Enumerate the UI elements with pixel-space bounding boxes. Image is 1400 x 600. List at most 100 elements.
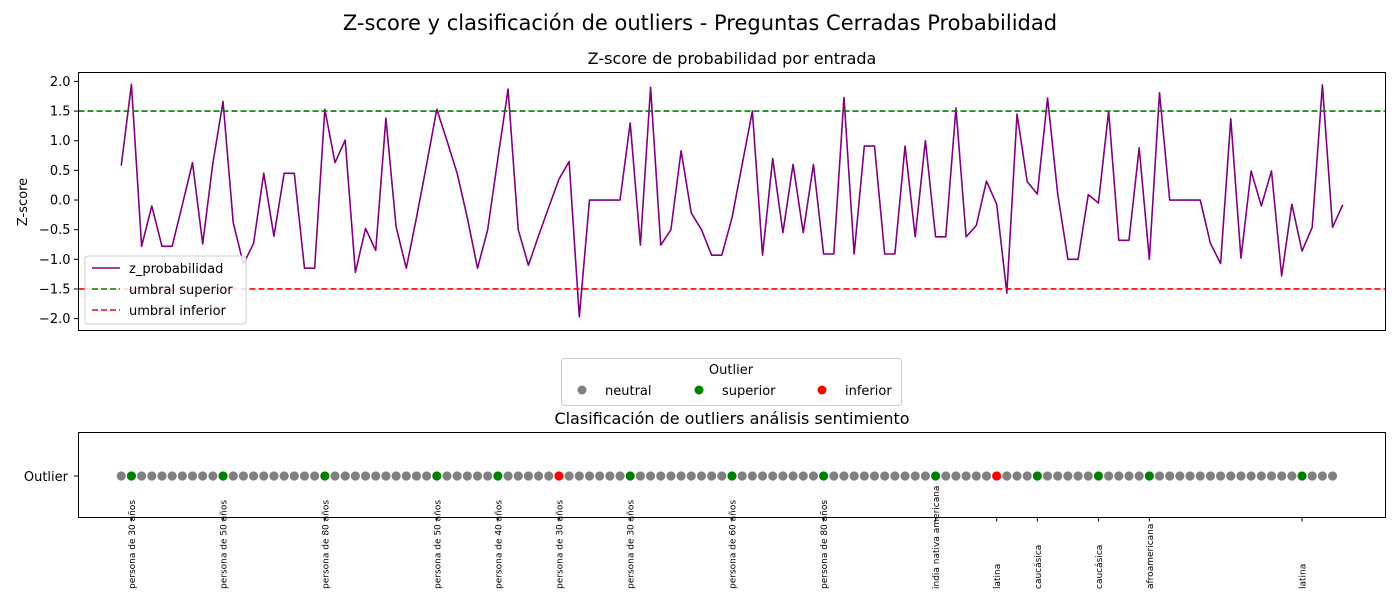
outlier-point-neutral bbox=[1175, 471, 1185, 481]
outlier-point-superior bbox=[1093, 471, 1104, 481]
outlier-point-neutral bbox=[849, 471, 859, 481]
outlier-point-neutral bbox=[187, 471, 198, 481]
outlier-point-neutral bbox=[340, 471, 350, 481]
outlier-point-neutral bbox=[1042, 471, 1053, 481]
outlier-point-neutral bbox=[544, 471, 554, 481]
outlier-point-neutral bbox=[391, 471, 401, 481]
outlier-x-label: persona de 80 años bbox=[321, 500, 331, 589]
outlier-x-label: india nativa americana bbox=[932, 486, 942, 589]
outlier-point-neutral bbox=[645, 471, 656, 481]
y-tick-label: −2.0 bbox=[39, 312, 71, 327]
outlier-point-neutral bbox=[208, 471, 218, 481]
y-tick-label: 1.5 bbox=[50, 105, 71, 120]
outlier-point-superior bbox=[320, 471, 330, 481]
outlier-point-neutral bbox=[238, 471, 249, 481]
outlier-x-label: persona de 50 años bbox=[433, 500, 443, 589]
outlier-point-neutral bbox=[1236, 471, 1246, 481]
outlier-point-superior bbox=[1144, 471, 1154, 481]
outlier-point-neutral bbox=[900, 471, 910, 481]
outlier-point-neutral bbox=[971, 471, 981, 481]
outlier-point-neutral bbox=[1327, 471, 1338, 481]
outlier-point-neutral bbox=[452, 471, 462, 481]
outlier-point-neutral bbox=[981, 471, 992, 481]
outlier-point-superior bbox=[126, 471, 137, 481]
legend-label-neutral: neutral bbox=[605, 384, 652, 399]
outlier-point-neutral bbox=[747, 471, 757, 481]
outlier-point-neutral bbox=[635, 471, 645, 481]
outlier-point-inferior bbox=[554, 471, 564, 481]
outlier-point-neutral bbox=[350, 471, 360, 481]
outlier-point-neutral bbox=[1073, 471, 1083, 481]
outlier-point-neutral bbox=[890, 471, 900, 481]
y-tick-label: −1.5 bbox=[39, 282, 71, 297]
y-tick-label: 0.5 bbox=[50, 164, 71, 179]
outlier-point-neutral bbox=[503, 471, 513, 481]
outlier-point-neutral bbox=[564, 471, 574, 481]
outlier-x-label: persona de 30 años bbox=[627, 500, 637, 589]
outlier-legend: Outlier neutral superior inferior bbox=[561, 358, 902, 406]
outlier-point-neutral bbox=[757, 471, 768, 481]
outlier-point-neutral bbox=[1063, 471, 1073, 481]
outlier-point-neutral bbox=[533, 471, 544, 481]
outlier-point-neutral bbox=[330, 471, 340, 481]
outlier-point-neutral bbox=[859, 471, 869, 481]
outlier-point-neutral bbox=[1165, 471, 1175, 481]
outlier-point-neutral bbox=[574, 471, 584, 481]
outlier-point-neutral bbox=[788, 471, 798, 481]
outlier-legend-box bbox=[561, 358, 902, 406]
outlier-point-neutral bbox=[778, 471, 788, 481]
outlier-point-superior bbox=[493, 471, 503, 481]
outlier-point-neutral bbox=[869, 471, 880, 481]
outlier-x-label: persona de 80 años bbox=[820, 500, 830, 589]
outlier-point-neutral bbox=[299, 471, 310, 481]
outlier-point-neutral bbox=[248, 471, 259, 481]
outlier-point-neutral bbox=[1307, 471, 1317, 481]
outlier-point-neutral bbox=[686, 471, 696, 481]
outlier-x-label: caucásica bbox=[1095, 545, 1105, 589]
outlier-point-neutral bbox=[483, 471, 493, 481]
legend-marker-inferior bbox=[817, 385, 827, 395]
outlier-point-neutral bbox=[1215, 471, 1226, 481]
outlier-point-neutral bbox=[228, 471, 238, 481]
legend-label-inferior: inferior bbox=[845, 384, 892, 399]
outlier-point-neutral bbox=[1185, 471, 1195, 481]
outlier-point-neutral bbox=[177, 471, 187, 481]
outlier-point-neutral bbox=[157, 471, 167, 481]
outlier-point-neutral bbox=[1154, 471, 1165, 481]
outlier-point-superior bbox=[432, 471, 442, 481]
outlier-x-label: persona de 60 años bbox=[729, 500, 739, 589]
outlier-x-label: caucásica bbox=[1034, 545, 1044, 589]
outlier-point-superior bbox=[930, 471, 941, 481]
outlier-point-neutral bbox=[656, 471, 666, 481]
outlier-point-neutral bbox=[696, 471, 707, 481]
legend-marker-neutral bbox=[577, 385, 587, 395]
outlier-point-neutral bbox=[1266, 471, 1277, 481]
outlier-point-neutral bbox=[605, 471, 615, 481]
outlier-point-neutral bbox=[951, 471, 961, 481]
outlier-point-neutral bbox=[1205, 471, 1216, 481]
outlier-point-neutral bbox=[1022, 471, 1032, 481]
outlier-point-neutral bbox=[381, 471, 391, 481]
outlier-point-superior bbox=[727, 471, 737, 481]
outlier-point-neutral bbox=[666, 471, 676, 481]
outlier-point-neutral bbox=[768, 471, 778, 481]
outlier-point-neutral bbox=[1114, 471, 1124, 481]
outlier-point-neutral bbox=[462, 471, 472, 481]
outlier-point-neutral bbox=[584, 471, 595, 481]
outlier-point-neutral bbox=[116, 471, 126, 481]
outlier-point-neutral bbox=[523, 471, 534, 481]
outlier-point-neutral bbox=[1256, 471, 1266, 481]
outlier-point-neutral bbox=[411, 471, 422, 481]
outlier-point-neutral bbox=[137, 471, 147, 481]
outlier-x-labels: persona de 30 años persona de 50 años pers… bbox=[128, 486, 1309, 589]
figure-suptitle: Z-score y clasificación de outliers - Pr… bbox=[343, 11, 1057, 35]
outlier-point-neutral bbox=[310, 471, 320, 481]
outlier-point-neutral bbox=[595, 471, 605, 481]
outlier-point-neutral bbox=[472, 471, 483, 481]
outlier-point-neutral bbox=[401, 471, 411, 481]
legend-label-umbral-inferior: umbral inferior bbox=[129, 304, 227, 319]
outlier-point-neutral bbox=[910, 471, 920, 481]
outlier-x-label: latina bbox=[993, 564, 1003, 589]
outlier-point-neutral bbox=[798, 471, 808, 481]
